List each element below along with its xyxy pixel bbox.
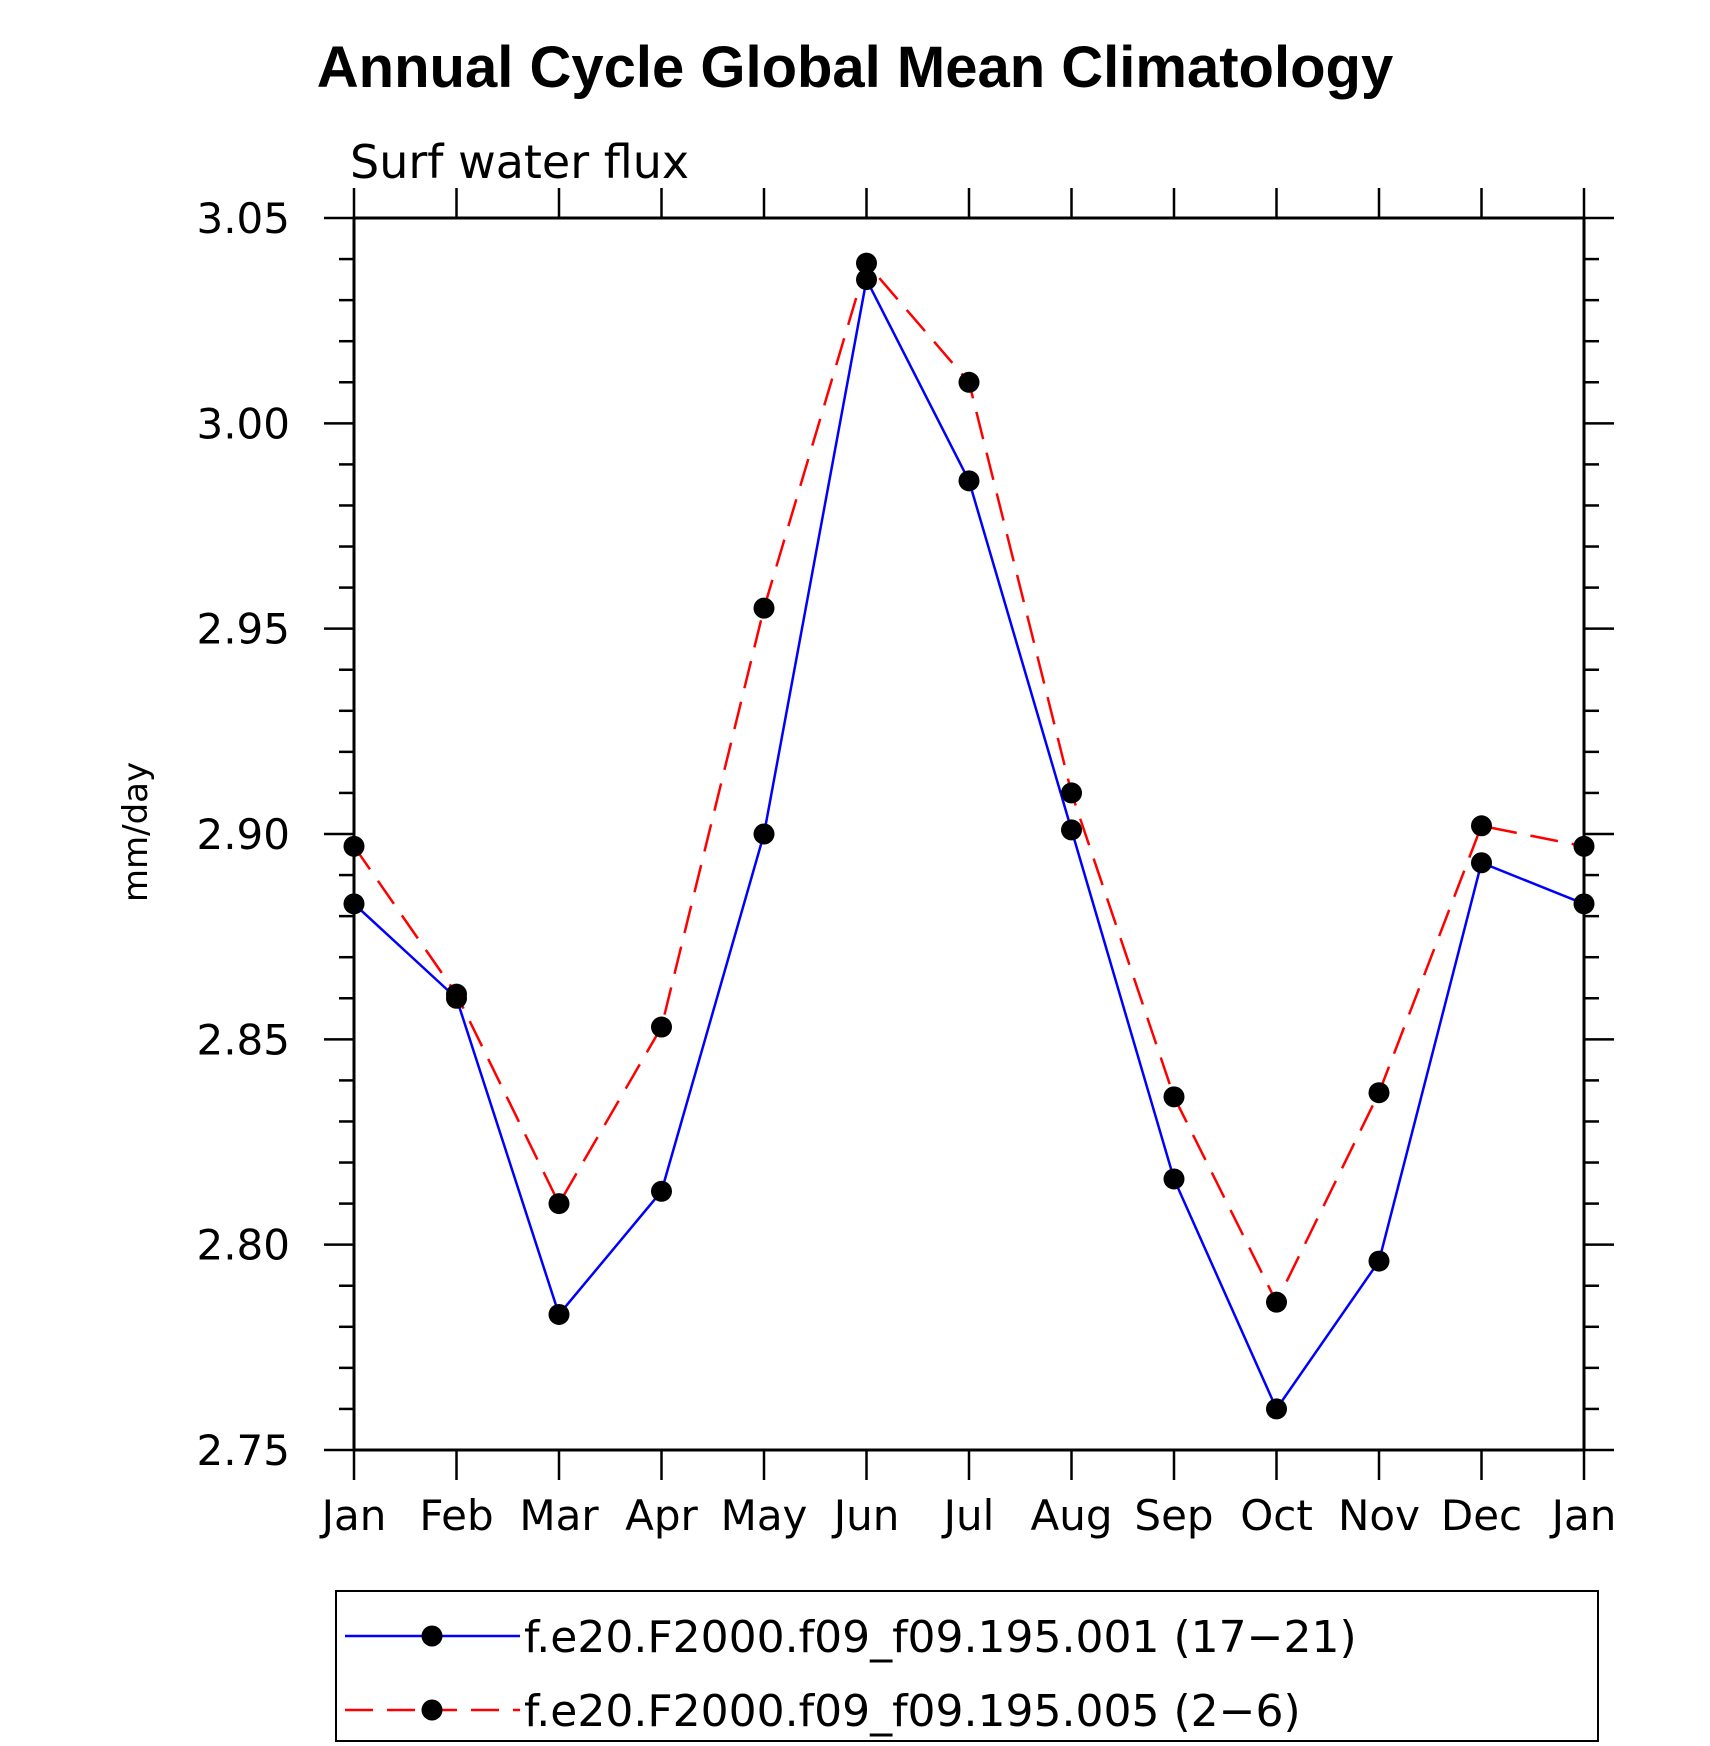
series-line-2	[352, 260, 1585, 1305]
y-axis-label: mm/day	[116, 762, 156, 902]
y-tick-label: 2.75	[196, 1426, 290, 1475]
series-2-point	[856, 252, 877, 274]
series-2-point	[446, 983, 467, 1005]
series-2-point	[1471, 815, 1492, 837]
series-1-point	[958, 470, 980, 492]
legend-marker-2	[421, 1699, 443, 1721]
x-tick-label: Aug	[1030, 1491, 1112, 1540]
series-1-point	[1471, 852, 1492, 874]
x-tick-label: Sep	[1134, 1491, 1213, 1540]
series-2-point	[958, 371, 980, 393]
series-1-point	[856, 269, 877, 291]
series-1-point	[343, 893, 365, 915]
series-2-point	[1573, 835, 1595, 857]
chart-subtitle: Surf water flux	[350, 135, 689, 189]
series-1-point	[753, 823, 775, 845]
y-tick-label: 3.00	[196, 399, 290, 448]
x-tick-label: Mar	[519, 1491, 599, 1540]
x-tick-label: Jun	[831, 1491, 900, 1540]
x-tick-label: Feb	[419, 1491, 493, 1540]
legend-box	[335, 1590, 1599, 1742]
series-2-point	[1368, 1082, 1390, 1104]
y-tick-labels: 2.75 2.80 2.85 2.90 2.95 3.00 3.05	[196, 194, 290, 1475]
legend: f.e20.F2000.f09_f09.195.001 (17−21) f.e20…	[335, 1590, 1599, 1742]
x-tick-label: Oct	[1240, 1491, 1313, 1540]
y-tick-label: 2.95	[196, 605, 290, 654]
legend-label-1: f.e20.F2000.f09_f09.195.001 (17−21)	[524, 1612, 1357, 1663]
x-tick-label: Jan	[319, 1491, 387, 1540]
series-2-point	[1163, 1086, 1185, 1108]
series-2-point	[548, 1193, 570, 1215]
series-2-point	[1266, 1291, 1287, 1313]
y-tick-label: 2.85	[196, 1015, 290, 1064]
x-tick-label: Apr	[625, 1491, 698, 1540]
axis-ticks	[324, 188, 1614, 1480]
chart-title: Annual Cycle Global Mean Climatology	[317, 35, 1393, 100]
y-tick-label: 2.80	[196, 1221, 290, 1270]
series-1-point	[1368, 1250, 1390, 1272]
x-tick-label: Nov	[1338, 1491, 1420, 1540]
x-tick-label: Jan	[1549, 1491, 1617, 1540]
x-tick-label: Jul	[941, 1491, 995, 1540]
series-2-point	[753, 597, 775, 619]
legend-marker-1	[421, 1625, 443, 1647]
plot-frame	[352, 216, 1586, 1452]
series-1-point	[1266, 1398, 1287, 1420]
series-2-point	[651, 1016, 672, 1038]
x-tick-label: May	[721, 1491, 808, 1540]
series-1-point	[1061, 819, 1082, 841]
series-1-point	[548, 1303, 570, 1325]
series-1-point	[1573, 893, 1595, 915]
series-2-point	[1061, 782, 1082, 804]
legend-label-2: f.e20.F2000.f09_f09.195.005 (2−6)	[524, 1686, 1301, 1737]
series-layer	[343, 252, 1595, 1420]
series-1-point	[1163, 1168, 1185, 1190]
y-tick-label: 2.90	[196, 810, 290, 859]
series-2-point	[343, 835, 365, 857]
series-1-point	[651, 1180, 672, 1202]
y-tick-label: 3.05	[196, 194, 290, 243]
x-tick-labels: Jan Feb Mar Apr May Jun Jul Aug Sep Oct Nov Dec Jan	[319, 1491, 1617, 1540]
series-line-1	[353, 275, 1585, 1412]
x-tick-label: Dec	[1441, 1491, 1522, 1540]
